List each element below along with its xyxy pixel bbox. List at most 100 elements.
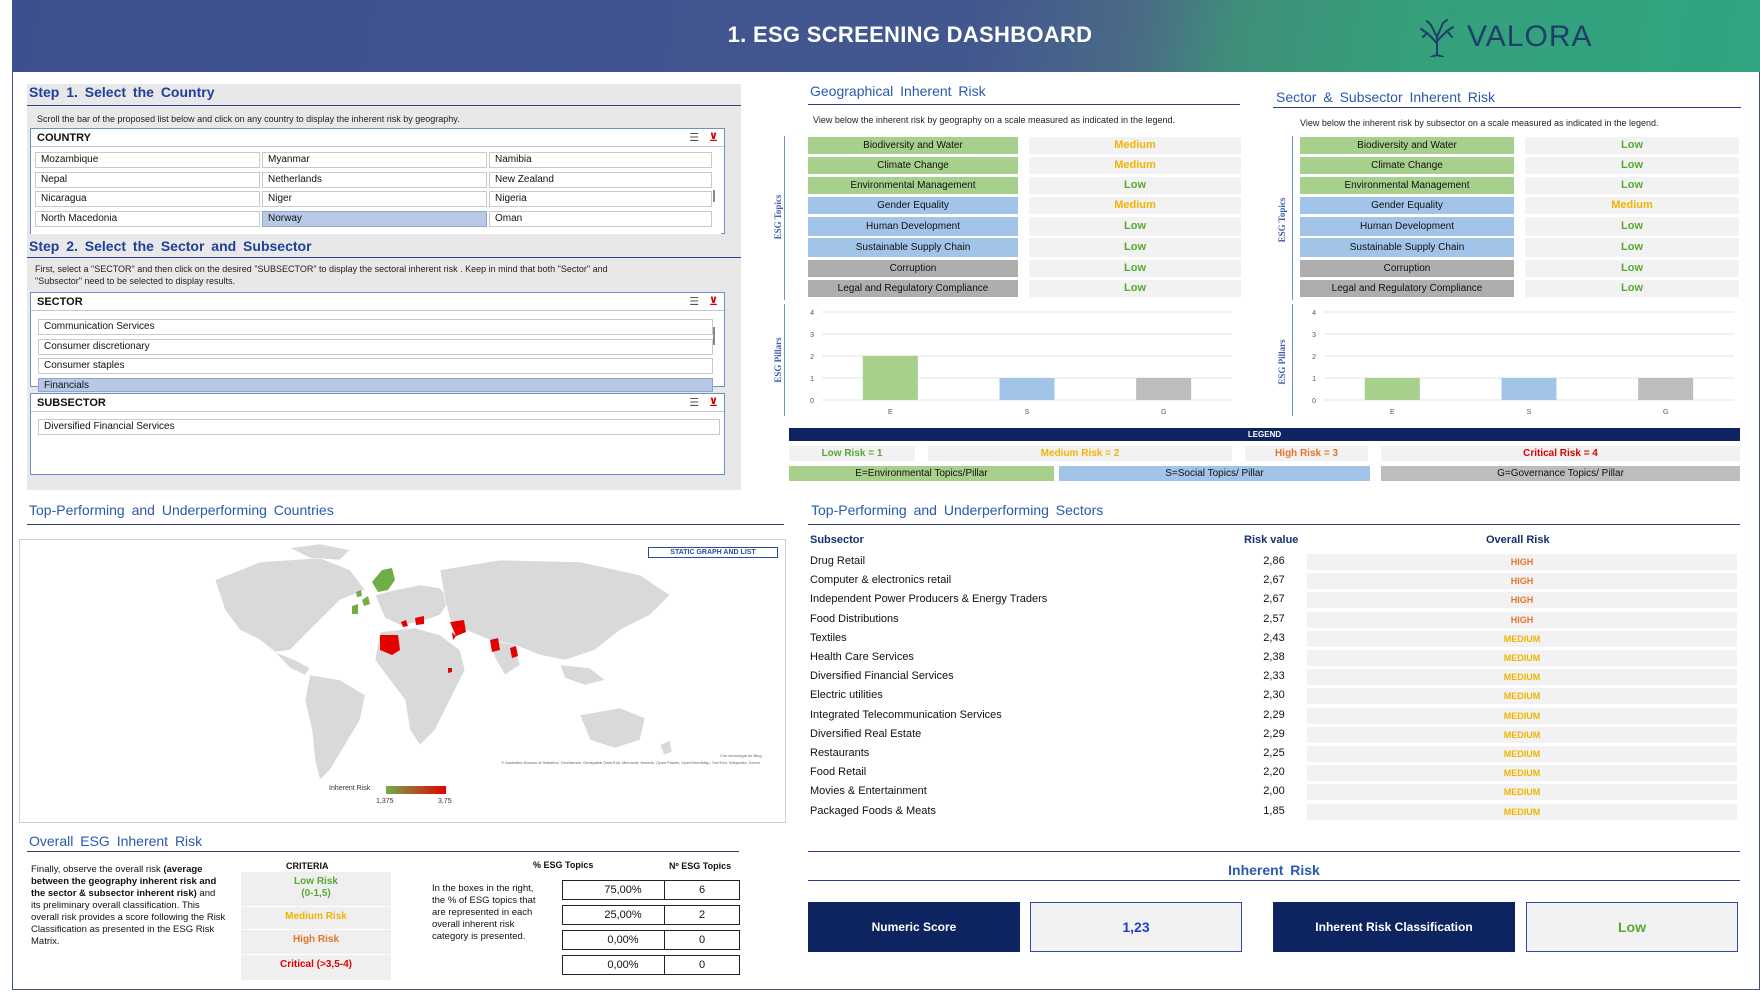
low-risk-countries [352,568,395,614]
sector-item[interactable]: Financials [38,377,713,392]
subsector-risk-value: 2,00 [1263,785,1285,798]
sector-risk-level: Low [1525,177,1739,194]
criteria-label: Critical (>3,5-4) [280,959,352,970]
dashboard-header [12,0,1760,72]
subsector-overall-risk: MEDIUM [1307,765,1737,782]
sector-item[interactable]: Communication Services [38,319,713,335]
sector-topic: Biodiversity and Water [1300,137,1514,154]
legend-level: High Risk = 3 [1245,446,1368,461]
geo-risk-level: Low [1029,177,1241,194]
tree-logo-icon [1420,19,1454,57]
country-item[interactable]: Oman [489,210,712,227]
overall-intro-part1: Finally, observe the overall risk [31,864,164,875]
subsector-overall-risk: MEDIUM [1307,707,1737,724]
sector-risk-level: Low [1525,260,1739,277]
col-subsector: Subsector [810,534,864,546]
subsector-name: Electric utilities [810,689,883,702]
sector-pillar-axis-label: ESG Pillars [1277,339,1287,385]
subsector-risk-value: 2,29 [1263,727,1285,740]
country-item[interactable]: Norway [262,210,487,227]
geo-pillar-axis-line [784,304,785,416]
country-item[interactable]: Netherlands [262,171,487,188]
legend-pillar: S=Social Topics/ Pillar [1059,466,1370,481]
country-scrollbar[interactable] [713,190,715,202]
static-graph-tag: STATIC GRAPH AND LIST [648,547,778,558]
country-item[interactable]: Myanmar [262,152,487,168]
multi-select-icon[interactable]: ☰ [689,132,700,144]
sector-item[interactable]: Consumer staples [38,358,713,374]
geo-topic: Human Development [808,217,1018,236]
geo-topic: Climate Change [808,157,1018,174]
y-tick-label: 2 [810,354,814,361]
legend-header: LEGEND [789,428,1740,441]
world-map-graphic [214,543,673,781]
criteria-item: Medium Risk [241,907,391,929]
country-item[interactable]: Nicaragua [35,191,260,207]
y-tick-label: 3 [1312,332,1316,339]
subsector-overall-risk: MEDIUM [1307,650,1737,666]
sector-pillar-axis-line [1292,304,1293,416]
clear-filter-icon[interactable]: ⊻ [709,132,718,144]
sector-topic: Climate Change [1300,157,1514,174]
col-overall-risk: Overall Risk [1486,534,1550,546]
bar-E [862,356,918,400]
geo-topics-axis-label: ESG Topics [773,194,783,240]
subsector-risk-value: 2,67 [1263,574,1285,587]
sector-risk-level: Medium [1525,197,1739,214]
geo-topics-axis-line [784,136,785,300]
map-attribution: © Australian Bureau of Statistics, GeoNa… [501,760,760,765]
y-tick-label: 4 [1312,310,1316,317]
geo-topic: Legal and Regulatory Compliance [808,280,1018,297]
subsector-risk-value: 2,67 [1263,593,1285,606]
sector-scrollbar[interactable] [713,327,715,345]
subsector-name: Food Retail [810,766,867,779]
subsector-name: Food Distributions [810,612,899,625]
inherent-top-divider [808,851,1740,852]
sector-topic: Human Development [1300,217,1514,236]
x-tick-label: G [1663,409,1668,416]
country-item[interactable]: Namibia [489,152,712,168]
subsector-overall-risk: HIGH [1307,573,1737,590]
bar-E [1364,378,1420,400]
bar-G [1638,378,1694,400]
subsector-overall-risk: MEDIUM [1307,784,1737,801]
geo-risk-level: Low [1029,260,1241,277]
sector-risk-title: Sector & Subsector Inherent Risk [1276,89,1495,105]
criteria-header: CRITERIA [286,861,329,871]
step2-divider [27,257,741,258]
y-tick-label: 3 [810,332,814,339]
subsector-risk-value: 2,33 [1263,670,1285,683]
geo-topic: Biodiversity and Water [808,137,1018,154]
sector-risk-level: Low [1525,238,1739,257]
subsector-item[interactable]: Diversified Financial Services [38,419,720,435]
country-item[interactable]: New Zealand [489,171,712,188]
geo-topic: Environmental Management [808,177,1018,194]
legend-pillar: G=Governance Topics/ Pillar [1381,466,1740,481]
subsector-risk-value: 2,29 [1263,708,1285,721]
count-esg-topics: 6 [664,880,740,900]
x-tick-label: E [1390,409,1395,416]
multi-select-icon[interactable]: ☰ [689,397,700,409]
country-item[interactable]: Mozambique [35,152,260,168]
geo-instruction: View below the inherent risk by geograph… [813,115,1176,125]
clear-filter-icon[interactable]: ⊻ [709,397,718,409]
country-item[interactable]: North Macedonia [35,210,260,227]
country-item[interactable]: Nigeria [489,191,712,207]
subsector-overall-risk: MEDIUM [1307,669,1737,686]
geo-risk-level: Low [1029,217,1241,236]
clear-filter-icon[interactable]: ⊻ [709,296,718,308]
criteria-range: (0-1,5) [301,888,331,899]
subsector-name: Integrated Telecommunication Services [810,708,1002,721]
country-item[interactable]: Niger [262,191,487,207]
geo-topic: Corruption [808,260,1018,277]
overall-divider [27,851,739,852]
criteria-item: Critical (>3,5-4) [241,955,391,980]
geo-risk-level: Medium [1029,137,1241,154]
subsector-overall-risk: MEDIUM [1307,803,1737,820]
sector-item[interactable]: Consumer discretionary [38,338,713,355]
multi-select-icon[interactable]: ☰ [689,296,700,308]
subsector-overall-risk: MEDIUM [1307,746,1737,762]
legend-level: Low Risk = 1 [789,446,915,461]
classification-label: Inherent Risk Classification [1273,902,1515,952]
country-item[interactable]: Nepal [35,171,260,188]
